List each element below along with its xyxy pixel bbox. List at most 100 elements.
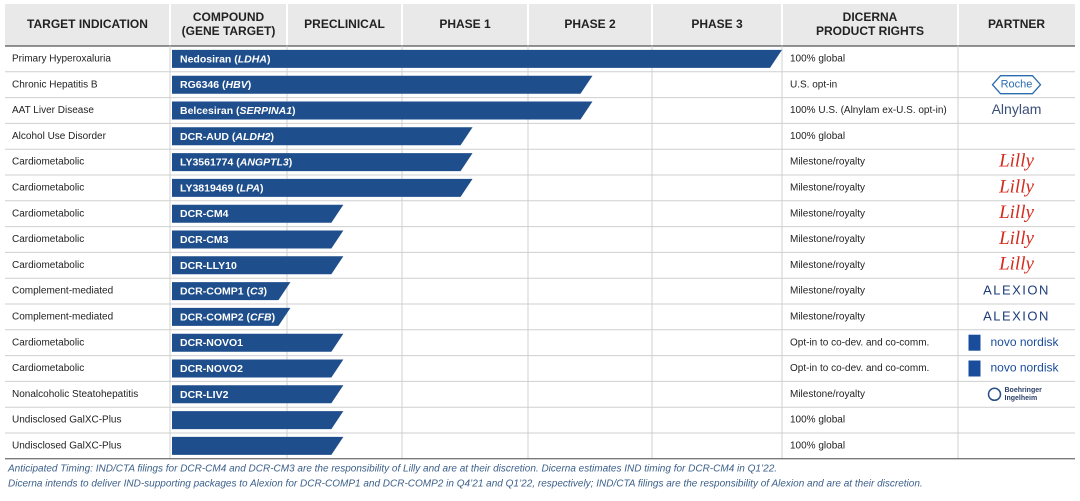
column-header: PHASE 3 [691, 17, 743, 31]
partner-logo: Lilly [998, 176, 1034, 197]
compound-part: DCR-COMP2 ( [180, 311, 251, 323]
partner-logo: Lilly [998, 228, 1034, 249]
compound-part: CFB [250, 311, 272, 323]
compound: Nedosiran (LDHA) [180, 53, 270, 65]
compound-part: DCR-NOVO1 [180, 337, 243, 349]
indication: Cardiometabolic [12, 157, 84, 168]
progress-bar [172, 75, 593, 94]
compound-part: DCR-CM3 [180, 234, 229, 246]
rights: Opt-in to co-dev. and co-comm. [790, 337, 929, 348]
compound: LY3819469 (LPA) [180, 182, 263, 194]
rights: U.S. opt-in [790, 79, 837, 90]
progress-bar [172, 49, 782, 68]
partner-logo-mark [991, 75, 1042, 95]
partner-logo-mark [968, 334, 981, 351]
rights: Milestone/royalty [790, 183, 865, 194]
rights: Opt-in to co-dev. and co-comm. [790, 363, 929, 374]
compound: DCR-AUD (ALDH2) [180, 131, 274, 143]
compound-part: Nedosiran ( [180, 53, 238, 65]
indication: Undisclosed GalXC-Plus [12, 441, 122, 452]
compound-part: ) [248, 79, 252, 91]
compound-part: DCR-LLY10 [180, 260, 237, 272]
column-header: PHASE 2 [564, 17, 616, 31]
column-header: PARTNER [988, 17, 1045, 31]
compound-part: HBV [226, 79, 249, 91]
rights: Milestone/royalty [790, 389, 865, 400]
partner-logo-mark [987, 387, 1002, 402]
progress-bar [172, 256, 344, 275]
compound-part: ANGPTL3 [239, 156, 289, 168]
column-header: DICERNA [843, 10, 898, 24]
compound-part: ALDH2 [234, 131, 270, 143]
compound-part: C3 [250, 285, 264, 297]
indication: Cardiometabolic [12, 234, 84, 245]
compound: DCR-NOVO2 [180, 363, 243, 375]
progress-bar [172, 411, 344, 430]
progress-bar [172, 230, 344, 249]
progress-bar [172, 359, 344, 378]
partner-logo: novo nordisk [990, 361, 1059, 375]
column-header: PRECLINICAL [304, 17, 385, 31]
compound-part: LDHA [238, 53, 267, 65]
compound-part: ) [272, 311, 276, 323]
progress-bar [172, 282, 291, 301]
compound-part: LPA [240, 182, 260, 194]
header-bg [5, 4, 1075, 46]
compound-part: ) [292, 105, 296, 117]
rights: Milestone/royalty [790, 234, 865, 245]
progress-bar [172, 127, 473, 146]
compound: DCR-LLY10 [180, 260, 237, 272]
partner-logo: Alnylam [992, 101, 1042, 117]
compound-part: DCR-AUD ( [180, 131, 236, 143]
rights: Milestone/royalty [790, 312, 865, 323]
indication: Cardiometabolic [12, 363, 84, 374]
compound-part: LY3819469 ( [180, 182, 240, 194]
indication: Cardiometabolic [12, 183, 84, 194]
partner-logo: Roche [1001, 79, 1033, 91]
compound: DCR-COMP2 (CFB) [180, 311, 275, 323]
rights: 100% global [790, 415, 845, 426]
partner-logo-mark [968, 360, 981, 377]
compound-part: SERPINA1 [240, 105, 293, 117]
rights: Milestone/royalty [790, 208, 865, 219]
progress-bar [172, 436, 344, 455]
progress-bar [172, 178, 473, 197]
indication: Primary Hyperoxaluria [12, 54, 111, 65]
compound: DCR-CM3 [180, 234, 229, 246]
partner-logo: Lilly [998, 254, 1034, 275]
progress-bar [172, 307, 291, 326]
compound-part: ) [263, 285, 267, 297]
indication: Chronic Hepatitis B [12, 79, 98, 90]
compound: DCR-LIV2 [180, 389, 229, 401]
compound: LY3561774 (ANGPTL3) [180, 156, 292, 168]
rights: Milestone/royalty [790, 286, 865, 297]
progress-bar [172, 204, 344, 223]
footnote: Anticipated Timing: IND/CTA filings for … [7, 463, 777, 474]
column-header: COMPOUND [193, 10, 265, 24]
indication: Undisclosed GalXC-Plus [12, 415, 122, 426]
partner-logo: ALEXION [983, 308, 1050, 323]
rights: Milestone/royalty [790, 157, 865, 168]
column-header: TARGET INDICATION [27, 17, 148, 31]
compound: DCR-COMP1 (C3) [180, 285, 267, 297]
progress-bar [172, 153, 473, 172]
compound-part: RG6346 ( [180, 79, 226, 91]
column-header: (GENE TARGET) [182, 24, 276, 38]
compound: DCR-CM4 [180, 208, 229, 220]
rights: 100% global [790, 441, 845, 452]
partner-logo: Ingelheim [1005, 395, 1038, 402]
compound-part: DCR-CM4 [180, 208, 229, 220]
compound-part: ) [260, 182, 264, 194]
compound-part: ) [270, 131, 274, 143]
indication: Nonalcoholic Steatohepatitis [12, 389, 138, 400]
rights: Milestone/royalty [790, 260, 865, 271]
footnote: Dicerna intends to deliver IND-supportin… [8, 478, 923, 489]
indication: AAT Liver Disease [12, 105, 94, 116]
indication: Complement-mediated [12, 286, 113, 297]
progress-bar [172, 101, 593, 120]
indication: Complement-mediated [12, 312, 113, 323]
rights: 100% global [790, 131, 845, 142]
partner-logo: Lilly [998, 202, 1034, 223]
compound-part: DCR-COMP1 ( [180, 285, 251, 297]
